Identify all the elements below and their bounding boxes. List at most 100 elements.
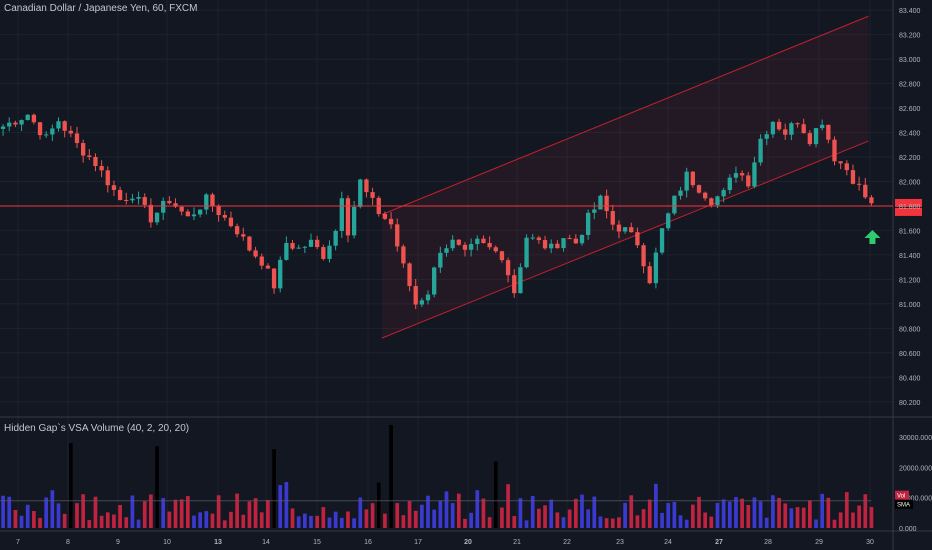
volume-bar <box>703 512 708 528</box>
volume-bar <box>112 514 116 528</box>
candle-body <box>31 114 37 123</box>
candle-body <box>795 123 800 125</box>
candle-body <box>598 195 603 210</box>
candle-body <box>746 175 751 187</box>
candle-body <box>844 163 849 171</box>
volume-bars <box>0 424 874 528</box>
candle-body <box>653 252 659 284</box>
volume-bar <box>537 508 541 528</box>
candle-body <box>247 236 252 251</box>
volume-bar <box>235 493 239 528</box>
volume-bar <box>192 515 196 528</box>
candle-body <box>647 266 652 284</box>
volume-bar <box>777 497 781 528</box>
volume-bar <box>740 498 744 528</box>
axes: 83.400 83.200 83.000 82.800 82.600 82.400 82.2… <box>16 8 932 546</box>
candle-body <box>456 239 461 245</box>
sma-legend-label: SMA <box>897 503 910 509</box>
volume-bar <box>598 516 603 528</box>
price-tick-label: 83.400 <box>899 8 921 15</box>
volume-bar <box>475 490 480 528</box>
candle-body <box>74 133 80 144</box>
candle-body <box>703 192 708 199</box>
volume-bar <box>124 517 129 528</box>
candle-body <box>727 177 732 191</box>
volume-bar <box>857 505 861 528</box>
volume-bar <box>592 496 597 528</box>
candle-body <box>80 143 86 156</box>
candle-body <box>604 195 609 212</box>
volume-bar <box>721 499 726 528</box>
candle-body <box>419 300 425 305</box>
volume-bar <box>481 498 486 528</box>
candle-body <box>216 206 221 216</box>
candle-body <box>820 124 825 129</box>
volume-bar <box>13 509 18 528</box>
candle-body <box>136 197 141 199</box>
time-tick-label: 20 <box>464 539 472 546</box>
time-tick-label: 30 <box>866 539 874 546</box>
price-tick-label: 83.000 <box>899 57 921 64</box>
candle-body <box>542 240 548 249</box>
time-tick-label: 21 <box>513 539 521 546</box>
time-tick-label: 28 <box>764 539 772 546</box>
candle-body <box>259 256 264 266</box>
volume-bar <box>130 495 135 528</box>
candle-body <box>308 239 314 247</box>
volume-bar <box>715 502 720 528</box>
volume-bar <box>216 495 221 528</box>
volume-bar <box>395 503 400 528</box>
candle-body <box>715 196 720 206</box>
candle-body <box>869 197 874 204</box>
time-tick-label: 14 <box>262 539 270 546</box>
volume-bar-climax <box>376 482 381 528</box>
candle-body <box>444 248 449 253</box>
time-tick-label: 24 <box>664 539 672 546</box>
candle-body <box>764 134 769 139</box>
candle-body <box>407 263 412 287</box>
candle-body <box>161 200 166 213</box>
volume-bar <box>863 494 868 528</box>
candle-body <box>524 237 529 268</box>
candle-body <box>579 234 585 244</box>
candle-body <box>493 247 498 252</box>
volume-bar <box>524 520 529 528</box>
volume-bar <box>413 510 418 528</box>
candle-body <box>388 218 394 225</box>
volume-bar <box>463 518 467 528</box>
candle-body <box>204 194 209 210</box>
candle-body <box>832 139 837 162</box>
volume-bar <box>826 497 831 528</box>
candle-body <box>339 198 344 231</box>
candle-body <box>191 214 197 217</box>
candle-body <box>807 133 813 145</box>
candle-body <box>622 227 628 232</box>
candle-body <box>690 171 696 186</box>
sma-legend-marker <box>895 499 913 509</box>
candle-body <box>585 212 591 235</box>
candle-body <box>117 189 123 200</box>
volume-bar <box>266 499 270 528</box>
candle-body <box>462 244 468 250</box>
candle-body <box>752 162 757 187</box>
candle-body <box>265 265 271 269</box>
volume-bar <box>56 503 61 528</box>
volume-bar <box>672 501 677 528</box>
volume-bar <box>167 511 172 528</box>
candle-body <box>19 120 24 125</box>
volume-bar <box>666 503 671 528</box>
candle-body <box>130 198 135 201</box>
volume-bar <box>690 504 695 528</box>
volume-bar <box>573 498 578 528</box>
volume-bar <box>709 516 714 528</box>
volume-bar <box>629 495 634 528</box>
candle-body <box>222 215 227 218</box>
candle-body <box>801 124 806 134</box>
candle-body <box>148 204 154 223</box>
volume-bar <box>327 517 332 528</box>
volume-bar <box>370 503 375 528</box>
volume-bar <box>617 517 621 528</box>
candle-body <box>44 134 49 136</box>
candle-body <box>111 185 117 190</box>
